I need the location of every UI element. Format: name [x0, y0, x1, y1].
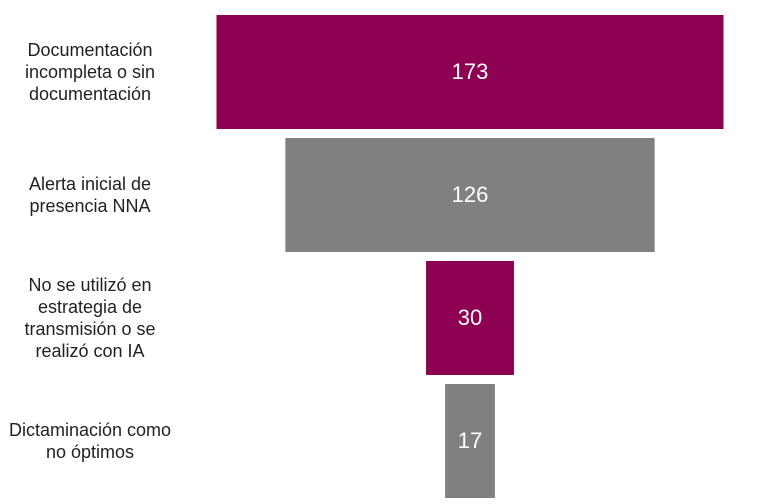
value-label: 30 — [457, 305, 483, 330]
category-label: Alerta inicial de presencia NNA — [28, 174, 152, 216]
value-label: 17 — [457, 428, 483, 453]
value-label: 173 — [451, 59, 489, 84]
category-label: Documentación incompleta o sin documenta… — [24, 40, 156, 104]
funnel-bar — [216, 15, 724, 129]
category-label: Dictaminación como no óptimos — [8, 420, 172, 462]
funnel-bar — [285, 138, 655, 252]
value-label: 126 — [451, 182, 489, 207]
category-label: No se utilizó en estrategia de transmisi… — [24, 275, 156, 361]
funnel-bar — [426, 261, 514, 375]
funnel-bar — [445, 384, 495, 498]
